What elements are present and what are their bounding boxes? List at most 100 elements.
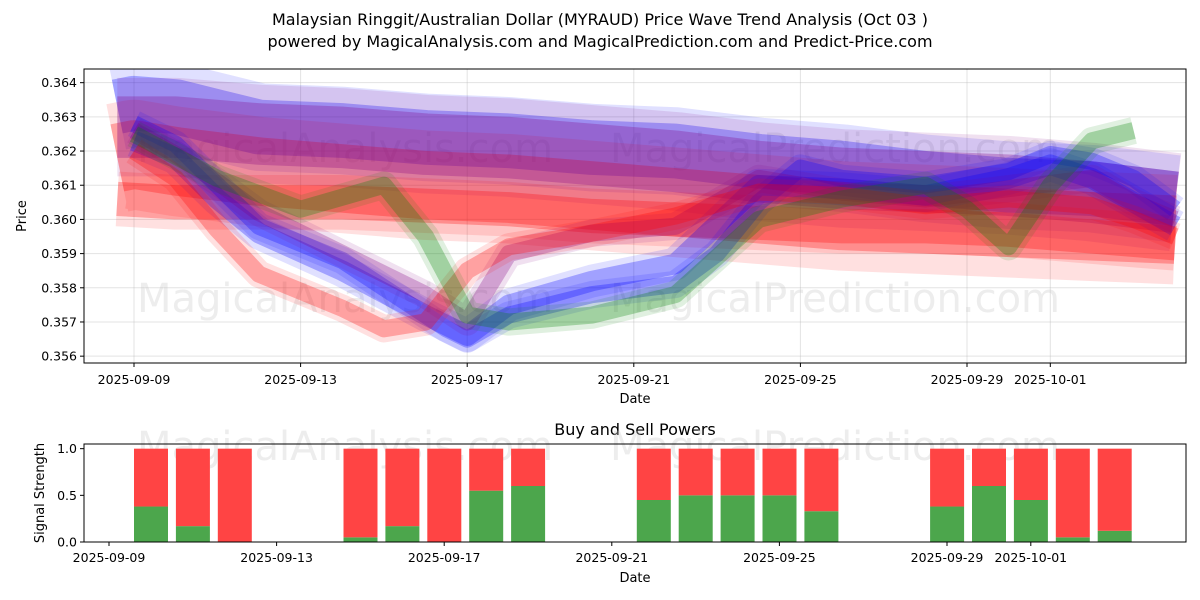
buy-sell-plot: Buy and Sell Powers MagicalAnalysis.com … (33, 420, 1187, 586)
buy-sell-x-tick-label: 2025-09-29 (911, 550, 984, 565)
series-halo-green-wave (127, 117, 1137, 336)
price-y-tick-label: 0.364 (41, 75, 77, 90)
price-y-tick-label: 0.363 (41, 109, 77, 124)
sell-bar (1055, 448, 1090, 538)
buy-sell-x-ticks: 2025-09-09 2025-09-13 2025-09-17 2025-09-21… (73, 542, 1067, 565)
price-series (84, 69, 1184, 353)
sell-bar (511, 448, 546, 486)
sell-bar (1097, 448, 1132, 531)
series-halo-purple-band (84, 77, 1182, 252)
sell-bar (762, 448, 797, 496)
price-y-tick-label: 0.357 (41, 314, 77, 329)
buy-bar (804, 511, 839, 542)
series-halo-red-wave (126, 139, 1181, 343)
price-plot-frame (83, 68, 1187, 364)
price-x-ticks: 2025-09-09 2025-09-13 2025-09-17 2025-09-21… (98, 363, 1087, 387)
series-halo-red-lower-band (115, 171, 1178, 271)
price-y-tick-label: 0.358 (41, 280, 77, 295)
buy-bar (134, 506, 168, 542)
series-blue-wave-2 (130, 131, 1181, 346)
sell-bar (175, 448, 210, 527)
price-y-tick-label: 0.361 (41, 178, 77, 193)
buy-bar (343, 537, 378, 542)
buy-sell-x-tick-label: 2025-09-09 (73, 550, 146, 565)
watermark-analysis-mid: MagicalAnalysis.com (137, 276, 553, 322)
buy-bar (469, 490, 504, 542)
sell-bar (427, 448, 462, 542)
buy-bar (720, 495, 755, 542)
price-wave-plot: MagicalAnalysis.com MagicalPrediction.co… (15, 68, 1187, 407)
sell-bar (469, 448, 504, 491)
buy-sell-y-tick-label: 1.0 (57, 441, 77, 456)
sell-bar (636, 448, 671, 500)
sell-bar (134, 448, 168, 507)
series-purple-wave (129, 123, 1179, 331)
price-x-tick-label: 2025-09-13 (264, 372, 337, 387)
buy-sell-x-axis-label: Date (619, 571, 650, 586)
buy-bar (1013, 500, 1048, 542)
buy-sell-y-ticks: 0.0 0.5 1.0 (57, 441, 84, 550)
series-green-wave (129, 122, 1136, 331)
sell-bar (385, 448, 420, 527)
watermark-analysis-top: MagicalAnalysis.com (137, 126, 553, 172)
watermark-prediction-mid: MagicalPrediction.com (610, 276, 1060, 322)
buy-sell-y-axis-label: Signal Strength (33, 443, 48, 543)
price-plot-background (84, 69, 1186, 363)
price-y-tick-label: 0.362 (41, 144, 77, 159)
price-y-tick-label: 0.360 (41, 212, 77, 227)
series-halo-blue-upper-trend (90, 69, 1181, 243)
price-y-ticks: 0.356 0.357 0.358 0.359 0.360 0.361 0.362 0.363… (41, 75, 84, 364)
buy-sell-y-tick-label: 0.0 (57, 535, 77, 550)
buy-bar (385, 526, 420, 542)
price-x-tick-label: 2025-09-17 (431, 372, 504, 387)
buy-bar (511, 486, 546, 542)
buy-sell-x-tick-label: 2025-09-25 (743, 550, 816, 565)
price-x-tick-label: 2025-10-01 (1014, 372, 1087, 387)
buy-bar (175, 526, 210, 542)
price-x-tick-label: 2025-09-29 (931, 372, 1004, 387)
series-blue-wave-1 (130, 116, 1181, 348)
buy-sell-x-tick-label: 2025-09-21 (575, 550, 648, 565)
series-blue-upper-trend (106, 75, 1179, 227)
chart-title-line2: powered by MagicalAnalysis.com and Magic… (267, 32, 932, 51)
buy-bar (762, 495, 797, 542)
sell-bar (930, 448, 965, 507)
price-y-axis-label: Price (15, 200, 30, 232)
series-red-wide-band (99, 120, 1177, 264)
price-y-tick-label: 0.359 (41, 246, 77, 261)
price-x-tick-label: 2025-09-25 (764, 372, 837, 387)
series-red-wave (129, 143, 1179, 338)
series-halo-red-wide-band (84, 99, 1178, 285)
sell-bar (678, 448, 713, 496)
sell-bar (720, 448, 755, 496)
series-red-lower-band (116, 181, 1177, 261)
price-grid (84, 69, 1186, 363)
buy-sell-title: Buy and Sell Powers (554, 420, 716, 439)
watermark-prediction-top: MagicalPrediction.com (610, 126, 1060, 172)
buy-bar (972, 486, 1006, 542)
buy-sell-frame (83, 443, 1187, 543)
price-watermarks: MagicalAnalysis.com MagicalPrediction.co… (137, 126, 1060, 322)
price-x-tick-label: 2025-09-21 (597, 372, 670, 387)
buy-bar (930, 506, 965, 542)
buy-sell-x-tick-label: 2025-09-13 (240, 550, 313, 565)
buy-sell-y-tick-label: 0.5 (57, 488, 77, 503)
buy-sell-bars (134, 448, 1132, 542)
buy-bar (1055, 537, 1090, 542)
series-halo-blue-wave-2 (127, 125, 1184, 353)
sell-bar (972, 448, 1006, 486)
chart-title-line1: Malaysian Ringgit/Australian Dollar (MYR… (272, 10, 928, 29)
series-purple-band (103, 96, 1180, 233)
price-y-tick-label: 0.356 (41, 349, 77, 364)
series-halo-blue-wave-1 (127, 111, 1184, 353)
sell-bar (343, 448, 378, 538)
sell-bar (804, 448, 839, 512)
sell-bar (217, 448, 252, 542)
price-x-axis-label: Date (619, 392, 650, 407)
buy-bar (1097, 530, 1132, 542)
sell-bar (1013, 448, 1048, 500)
buy-bar (678, 495, 713, 542)
price-x-tick-label: 2025-09-09 (98, 372, 171, 387)
series-halo-purple-wave (127, 118, 1181, 336)
